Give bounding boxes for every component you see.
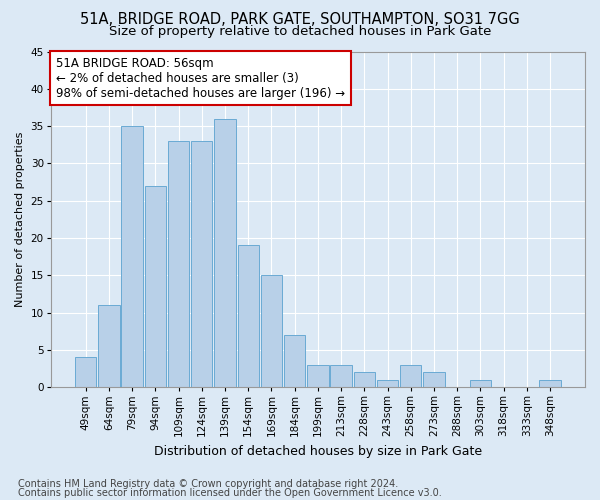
- Bar: [284, 335, 305, 387]
- Bar: [261, 275, 282, 387]
- Bar: [377, 380, 398, 387]
- Bar: [98, 305, 119, 387]
- Bar: [168, 141, 189, 387]
- Bar: [75, 358, 97, 387]
- Text: Contains public sector information licensed under the Open Government Licence v3: Contains public sector information licen…: [18, 488, 442, 498]
- X-axis label: Distribution of detached houses by size in Park Gate: Distribution of detached houses by size …: [154, 444, 482, 458]
- Bar: [470, 380, 491, 387]
- Bar: [238, 246, 259, 387]
- Bar: [400, 364, 421, 387]
- Bar: [423, 372, 445, 387]
- Y-axis label: Number of detached properties: Number of detached properties: [15, 132, 25, 307]
- Bar: [539, 380, 561, 387]
- Bar: [145, 186, 166, 387]
- Text: Contains HM Land Registry data © Crown copyright and database right 2024.: Contains HM Land Registry data © Crown c…: [18, 479, 398, 489]
- Bar: [353, 372, 375, 387]
- Bar: [307, 364, 329, 387]
- Text: 51A, BRIDGE ROAD, PARK GATE, SOUTHAMPTON, SO31 7GG: 51A, BRIDGE ROAD, PARK GATE, SOUTHAMPTON…: [80, 12, 520, 28]
- Text: Size of property relative to detached houses in Park Gate: Size of property relative to detached ho…: [109, 25, 491, 38]
- Bar: [121, 126, 143, 387]
- Bar: [214, 118, 236, 387]
- Bar: [191, 141, 212, 387]
- Text: 51A BRIDGE ROAD: 56sqm
← 2% of detached houses are smaller (3)
98% of semi-detac: 51A BRIDGE ROAD: 56sqm ← 2% of detached …: [56, 56, 345, 100]
- Bar: [331, 364, 352, 387]
